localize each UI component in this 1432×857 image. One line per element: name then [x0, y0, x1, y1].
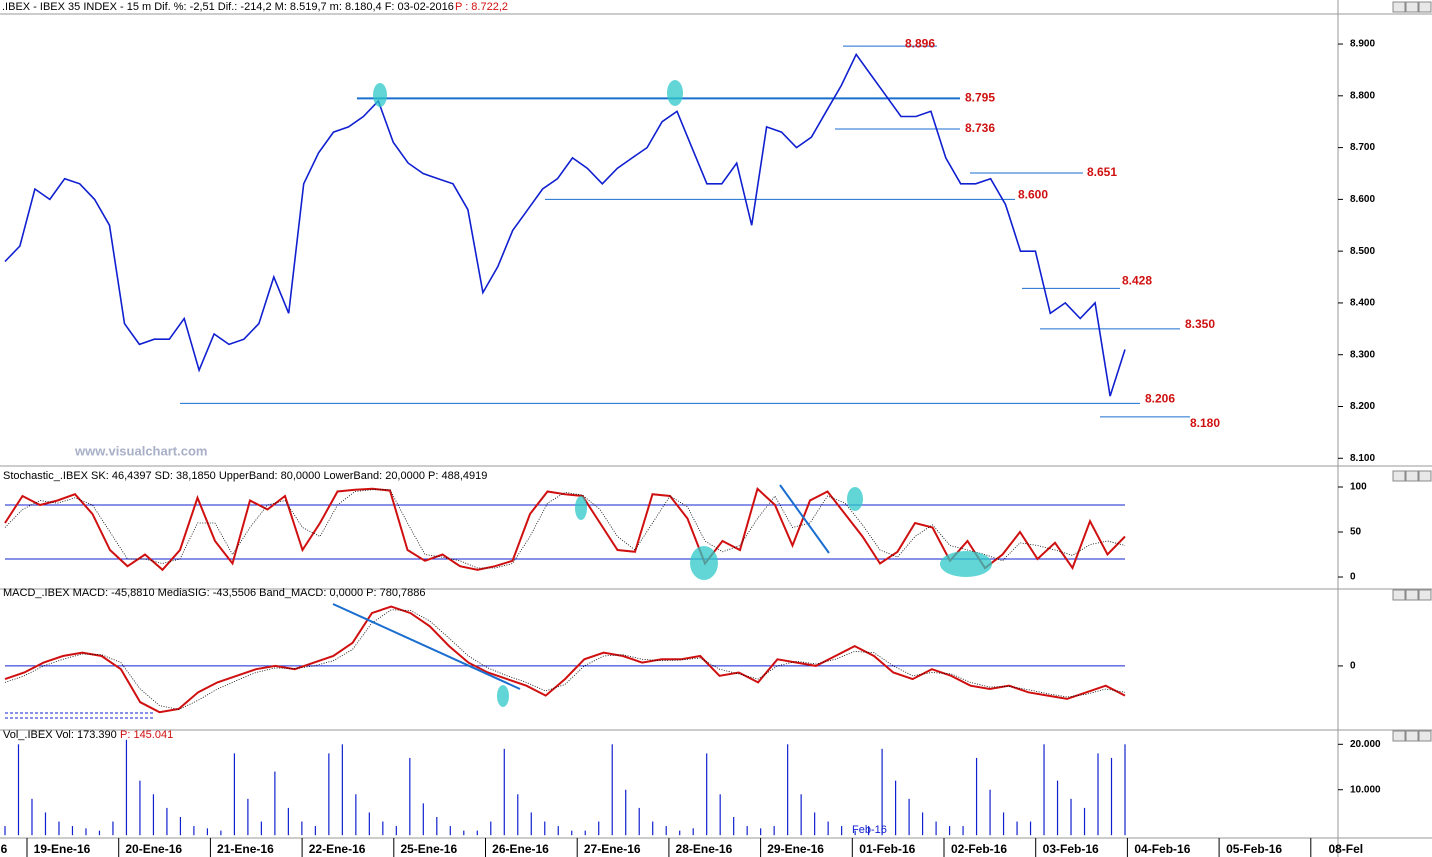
x-tick-label: 25-Ene-16: [400, 842, 457, 856]
highlight: [497, 685, 509, 707]
close-button[interactable]: [1418, 470, 1432, 482]
x-tick-label: 05-Feb-16: [1226, 842, 1282, 856]
x-tick-label: 08-Fel: [1328, 842, 1363, 856]
trend-line: [779, 484, 830, 554]
x-tick-label: 20-Ene-16: [125, 842, 182, 856]
highlight: [940, 551, 992, 577]
maximize-button[interactable]: [1405, 1, 1419, 13]
x-tick-label: 03-Feb-16: [1043, 842, 1099, 856]
minimize-button[interactable]: [1392, 470, 1406, 482]
maximize-button[interactable]: [1405, 589, 1419, 601]
month-marker: Feb-16: [852, 824, 887, 836]
header-price: P : 8.722,2: [455, 1, 508, 13]
x-tick-label: 27-Ene-16: [584, 842, 641, 856]
highlight: [690, 546, 718, 580]
close-button[interactable]: [1418, 589, 1432, 601]
y-tick-label: 8.300: [1350, 349, 1375, 360]
y-tick-label: 20.000: [1350, 739, 1381, 750]
level-label: 8.736: [965, 121, 995, 135]
level-label: 8.428: [1122, 274, 1152, 288]
window-buttons: [1392, 1, 1432, 742]
x-tick-label: 01-Feb-16: [859, 842, 915, 856]
highlights: [373, 80, 992, 707]
x-tick-label: 04-Feb-16: [1134, 842, 1190, 856]
y-tick-label: 50: [1350, 527, 1362, 538]
y-tick-label: 0: [1350, 661, 1356, 672]
level-label: 8.795: [965, 91, 995, 105]
x-tick-label: 02-Feb-16: [951, 842, 1007, 856]
level-label: 8.896: [905, 36, 935, 50]
y-tick-label: 8.500: [1350, 246, 1375, 257]
x-tick-label: 22-Ene-16: [309, 842, 366, 856]
watermark: www.visualchart.com: [74, 443, 207, 458]
y-tick-label: 100: [1350, 482, 1367, 493]
maximize-button[interactable]: [1405, 470, 1419, 482]
x-tick-label: 29-Ene-16: [767, 842, 824, 856]
level-label: 8.206: [1145, 392, 1175, 406]
minimize-button[interactable]: [1392, 1, 1406, 13]
close-button[interactable]: [1418, 730, 1432, 742]
panel-price: P: 145.041: [120, 729, 173, 741]
x-tick-label: 21-Ene-16: [217, 842, 274, 856]
series-line: [4, 605, 1126, 714]
plot-area: 8.900 8.800 8.700 8.600 8.500 8.400 8.300 8.200…: [1, 36, 1381, 857]
highlight: [373, 83, 387, 107]
close-button[interactable]: [1418, 1, 1432, 13]
panel-title: Stochastic_.IBEX SK: 46,4397 SD: 38,1850…: [3, 470, 487, 482]
trend-line: [332, 603, 521, 690]
x-tick-label: 26-Ene-16: [492, 842, 549, 856]
y-tick-label: 8.900: [1350, 39, 1375, 50]
panel-title: Vol_.IBEX Vol: 173.390: [3, 729, 117, 741]
highlight: [575, 496, 587, 520]
y-tick-label: 8.600: [1350, 194, 1375, 205]
x-tick-label: 28-Ene-16: [676, 842, 733, 856]
level-label: 8.180: [1190, 416, 1220, 430]
trend-lines: [332, 484, 830, 690]
minimize-button[interactable]: [1392, 730, 1406, 742]
minimize-button[interactable]: [1392, 589, 1406, 601]
y-tick-label: 8.100: [1350, 453, 1375, 464]
y-tick-label: 8.200: [1350, 401, 1375, 412]
highlight: [667, 80, 683, 106]
y-tick-label: 8.700: [1350, 142, 1375, 153]
y-tick-label: 0: [1350, 572, 1356, 583]
series-line: [4, 52, 1126, 397]
y-tick-label: 8.800: [1350, 90, 1375, 101]
x-tick-label: 6: [1, 842, 8, 856]
y-tick-label: 8.400: [1350, 298, 1375, 309]
panel-title: MACD_.IBEX MACD: -45,8810 MediaSIG: -43,…: [3, 587, 426, 599]
x-tick-label: 19-Ene-16: [34, 842, 91, 856]
header-title: .IBEX - IBEX 35 INDEX - 15 m Dif. %: -2,…: [2, 1, 454, 13]
y-tick-label: 10.000: [1350, 784, 1381, 795]
level-label: 8.350: [1185, 317, 1215, 331]
level-label: 8.651: [1087, 165, 1117, 179]
level-label: 8.600: [1018, 188, 1048, 202]
maximize-button[interactable]: [1405, 730, 1419, 742]
series-line: [4, 486, 1126, 572]
highlight: [847, 487, 863, 511]
